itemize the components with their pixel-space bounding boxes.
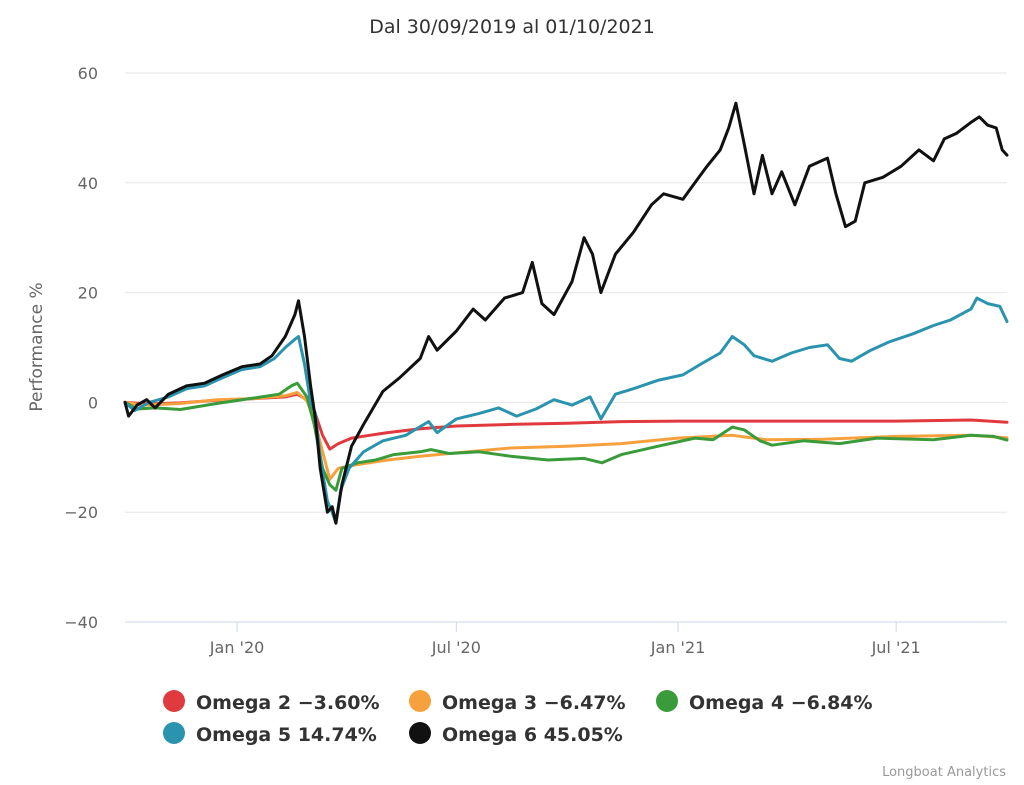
legend-marker xyxy=(409,722,431,744)
series-line-omega-6[interactable] xyxy=(123,101,1009,525)
legend-marker xyxy=(163,722,185,744)
y-axis-ticks: 60 40 20 0 −20 −40 xyxy=(64,64,98,632)
x-tick-label: Jul '21 xyxy=(871,638,921,657)
x-tick-label: Jan '20 xyxy=(209,638,265,657)
legend-item-omega-4[interactable]: Omega 4 −6.84% xyxy=(656,690,873,714)
y-tick-label: 20 xyxy=(78,284,98,303)
x-tick-label: Jan '21 xyxy=(650,638,706,657)
series-lines xyxy=(123,101,1009,525)
x-tick-label: Jul '20 xyxy=(431,638,481,657)
legend-label: Omega 3 −6.47% xyxy=(442,692,626,714)
y-axis-label: Performance % xyxy=(27,282,47,411)
chart-title: Dal 30/09/2019 al 01/10/2021 xyxy=(369,16,655,38)
legend-label: Omega 6 45.05% xyxy=(442,724,623,746)
legend-label: Omega 4 −6.84% xyxy=(689,692,873,714)
legend-label: Omega 5 14.74% xyxy=(196,724,377,746)
legend-item-omega-5[interactable]: Omega 5 14.74% xyxy=(163,722,377,746)
credit-text[interactable]: Longboat Analytics xyxy=(882,765,1006,780)
legend-item-omega-6[interactable]: Omega 6 45.05% xyxy=(409,722,623,746)
y-tick-label: 60 xyxy=(78,64,98,83)
x-axis-ticks: Jan '20 Jul '20 Jan '21 Jul '21 xyxy=(209,622,921,657)
series-line-omega-5[interactable] xyxy=(123,296,1009,525)
legend-label: Omega 2 −3.60% xyxy=(196,692,380,714)
legend-marker xyxy=(656,690,678,712)
series-line-omega-3[interactable] xyxy=(123,391,1009,481)
y-tick-label: 0 xyxy=(88,393,98,412)
y-tick-label: −20 xyxy=(64,503,98,522)
series-line-omega-4[interactable] xyxy=(123,381,1009,492)
legend-marker xyxy=(409,690,431,712)
legend-item-omega-3[interactable]: Omega 3 −6.47% xyxy=(409,690,626,714)
legend-marker xyxy=(163,690,185,712)
y-tick-label: −40 xyxy=(64,613,98,632)
y-tick-label: 40 xyxy=(78,174,98,193)
legend: Omega 2 −3.60% Omega 3 −6.47% Omega 4 −6.8… xyxy=(163,690,873,746)
legend-item-omega-2[interactable]: Omega 2 −3.60% xyxy=(163,690,380,714)
